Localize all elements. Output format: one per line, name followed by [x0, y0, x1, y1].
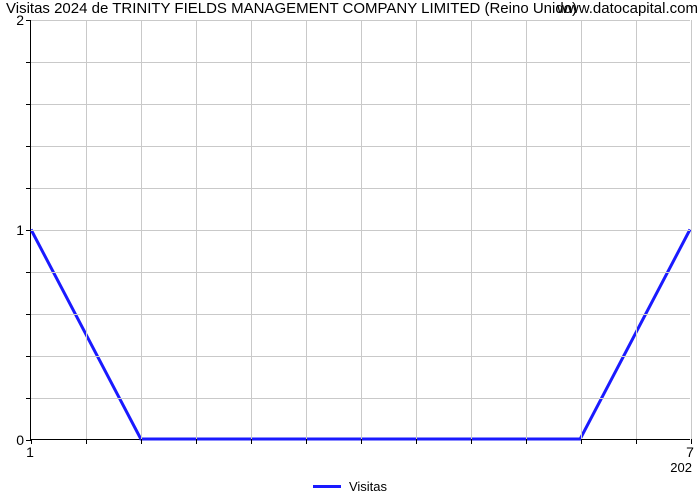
gridline-horizontal — [31, 272, 690, 273]
y-tick-mark — [26, 356, 31, 357]
plot-area — [30, 20, 690, 440]
gridline-horizontal — [31, 230, 690, 231]
gridline-vertical — [691, 20, 692, 439]
legend-swatch — [313, 485, 341, 488]
x-tick-mark — [361, 439, 362, 444]
x-tick-mark — [306, 439, 307, 444]
gridline-horizontal — [31, 20, 690, 21]
x-tick-mark — [251, 439, 252, 444]
x-tick-mark — [526, 439, 527, 444]
y-tick-mark — [26, 440, 31, 441]
gridline-horizontal — [31, 146, 690, 147]
legend: Visitas — [0, 478, 700, 494]
y-tick-mark — [26, 398, 31, 399]
y-tick-mark — [26, 20, 31, 21]
x-tick-label: 1 — [26, 444, 34, 460]
watermark-text: www.datocapital.com — [557, 0, 698, 17]
x-tick-mark — [141, 439, 142, 444]
y-tick-label: 1 — [4, 222, 24, 238]
y-tick-mark — [26, 230, 31, 231]
x-tick-mark — [416, 439, 417, 444]
x-tick-mark — [86, 439, 87, 444]
y-tick-mark — [26, 62, 31, 63]
y-tick-label: 0 — [4, 432, 24, 448]
y-tick-mark — [26, 146, 31, 147]
legend-label: Visitas — [349, 479, 387, 494]
y-tick-mark — [26, 104, 31, 105]
y-tick-mark — [26, 188, 31, 189]
y-tick-mark — [26, 272, 31, 273]
gridline-horizontal — [31, 104, 690, 105]
x-tick-mark — [636, 439, 637, 444]
x-tick-label: 7 — [686, 444, 694, 460]
gridline-horizontal — [31, 188, 690, 189]
chart-container: Visitas 2024 de TRINITY FIELDS MANAGEMEN… — [0, 0, 700, 500]
y-tick-label: 2 — [4, 12, 24, 28]
y-tick-mark — [26, 314, 31, 315]
gridline-horizontal — [31, 398, 690, 399]
gridline-horizontal — [31, 314, 690, 315]
gridline-horizontal — [31, 356, 690, 357]
chart-title: Visitas 2024 de TRINITY FIELDS MANAGEMEN… — [6, 0, 577, 17]
gridline-horizontal — [31, 62, 690, 63]
x-tick-mark — [196, 439, 197, 444]
x-tick-mark — [581, 439, 582, 444]
x-sublabel: 202 — [670, 460, 692, 475]
x-tick-mark — [471, 439, 472, 444]
